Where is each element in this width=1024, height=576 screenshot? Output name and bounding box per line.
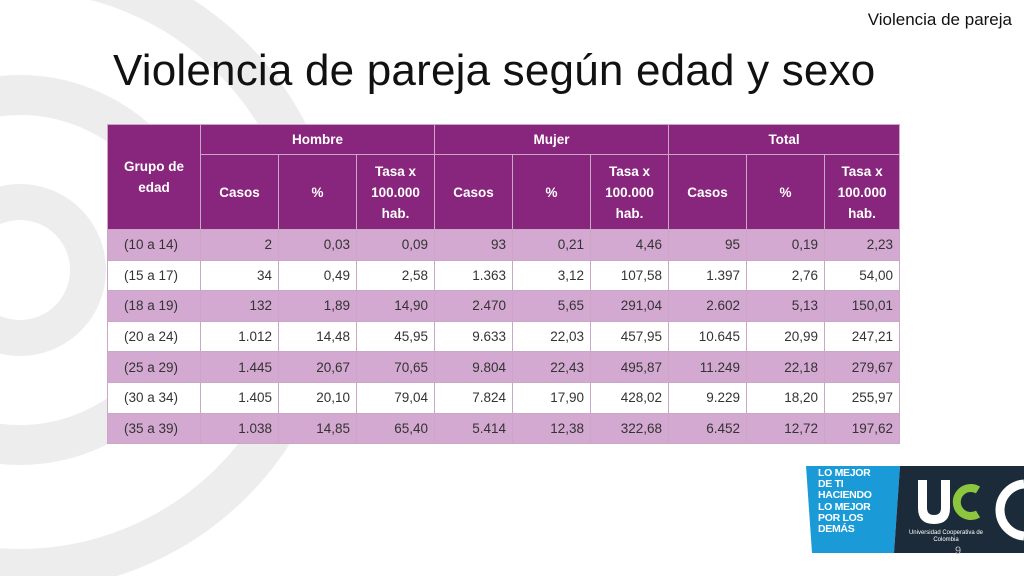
table-cell: 255,97 [824, 381, 901, 414]
table-cell: 2.602 [668, 290, 748, 322]
section-label: Violencia de pareja [867, 10, 1012, 29]
table-cell: 34 [200, 259, 279, 292]
table-row: (35 a 39) 1.038 14,85 65,40 5.414 12,38 … [107, 412, 901, 445]
table-cell: 9.804 [434, 351, 514, 383]
table-row: (18 a 19) 132 1,89 14,90 2.470 5,65 291,… [107, 290, 901, 322]
age-cell: (18 a 19) [107, 290, 201, 322]
table-cell: 1.038 [200, 412, 279, 445]
table-cell: 2.470 [434, 290, 514, 322]
table-cell: 10.645 [668, 320, 748, 353]
header-casos: Casos [668, 154, 748, 230]
table-cell: 150,01 [824, 290, 901, 322]
table-cell: 247,21 [824, 320, 901, 353]
table-cell: 14,90 [355, 290, 436, 322]
table-cell: 279,67 [824, 351, 901, 383]
table-cell: 5,13 [746, 290, 826, 322]
table-cell: 54,00 [824, 259, 901, 292]
table-row: (25 a 29) 1.445 20,67 70,65 9.804 22,43 … [107, 351, 901, 383]
table-cell: 0,03 [278, 229, 357, 261]
table-cell: 0,09 [355, 229, 436, 261]
table-cell: 22,43 [512, 351, 592, 383]
table-cell: 9.229 [668, 381, 748, 414]
table-cell: 0,21 [512, 229, 592, 261]
table-cell: 14,48 [278, 320, 357, 353]
table-cell: 322,68 [590, 412, 670, 445]
table-cell: 1.397 [668, 259, 748, 292]
table-cell: 2,58 [355, 259, 436, 292]
table-row: (20 a 24) 1.012 14,48 45,95 9.633 22,03 … [107, 320, 901, 353]
table-cell: 1.445 [200, 351, 279, 383]
header-tasa: Tasa x 100.000 hab. [590, 154, 670, 230]
header-tasa: Tasa x 100.000 hab. [355, 154, 436, 230]
table-cell: 2 [200, 229, 279, 261]
table-cell: 5.414 [434, 412, 514, 445]
age-cell: (20 a 24) [107, 320, 201, 353]
age-cell: (15 a 17) [107, 259, 201, 292]
table-cell: 0,19 [746, 229, 826, 261]
slide-title: Violencia de pareja según edad y sexo [113, 46, 876, 95]
age-cell: (35 a 39) [107, 412, 201, 445]
table-cell: 7.824 [434, 381, 514, 414]
table-row: (15 a 17) 34 0,49 2,58 1.363 3,12 107,58… [107, 259, 901, 292]
header-casos: Casos [434, 154, 514, 230]
table-cell: 4,46 [590, 229, 670, 261]
university-name: Universidad Cooperativa de Colombia [908, 530, 984, 543]
age-cell: (25 a 29) [107, 351, 201, 383]
table-cell: 14,85 [278, 412, 357, 445]
table-cell: 2,76 [746, 259, 826, 292]
table-cell: 1.405 [200, 381, 279, 414]
table-cell: 5,65 [512, 290, 592, 322]
table-cell: 11.249 [668, 351, 748, 383]
age-cell: (10 a 14) [107, 229, 201, 261]
table-cell: 95 [668, 229, 748, 261]
table-cell: 1.363 [434, 259, 514, 292]
table-cell: 1.012 [200, 320, 279, 353]
table-cell: 20,99 [746, 320, 826, 353]
data-table: Grupo de edad Hombre Mujer Total Casos %… [107, 124, 901, 445]
page-number: 9 [955, 545, 962, 557]
header-age-group: Grupo de edad [107, 124, 201, 230]
table-cell: 22,18 [746, 351, 826, 383]
table-row: (30 a 34) 1.405 20,10 79,04 7.824 17,90 … [107, 381, 901, 414]
table-cell: 291,04 [590, 290, 670, 322]
table-cell: 45,95 [355, 320, 436, 353]
table-cell: 2,23 [824, 229, 901, 261]
table-cell: 428,02 [590, 381, 670, 414]
table-cell: 17,90 [512, 381, 592, 414]
table-cell: 70,65 [355, 351, 436, 383]
table-cell: 132 [200, 290, 279, 322]
uc-logo-icon [918, 480, 981, 524]
table-cell: 93 [434, 229, 514, 261]
table-cell: 65,40 [355, 412, 436, 445]
slogan: LO MEJOR DE TI HACIENDO LO MEJOR POR LOS… [818, 467, 872, 536]
table-cell: 20,67 [278, 351, 357, 383]
header-percent: % [746, 154, 826, 230]
table-cell: 3,12 [512, 259, 592, 292]
table-cell: 197,62 [824, 412, 901, 445]
table-cell: 12,38 [512, 412, 592, 445]
table-cell: 1,89 [278, 290, 357, 322]
age-cell: (30 a 34) [107, 381, 201, 414]
table-cell: 0,49 [278, 259, 357, 292]
table-cell: 22,03 [512, 320, 592, 353]
header-percent: % [278, 154, 357, 230]
table-cell: 79,04 [355, 381, 436, 414]
table-cell: 495,87 [590, 351, 670, 383]
table-row: (10 a 14) 2 0,03 0,09 93 0,21 4,46 95 0,… [107, 229, 901, 261]
table-cell: 12,72 [746, 412, 826, 445]
university-logo-banner [806, 466, 1024, 553]
header-total: Total [668, 124, 901, 155]
table-cell: 20,10 [278, 381, 357, 414]
header-mujer: Mujer [434, 124, 670, 155]
table-cell: 6.452 [668, 412, 748, 445]
table-cell: 107,58 [590, 259, 670, 292]
header-percent: % [512, 154, 592, 230]
table-cell: 18,20 [746, 381, 826, 414]
table-cell: 457,95 [590, 320, 670, 353]
header-casos: Casos [200, 154, 279, 230]
header-hombre: Hombre [199, 124, 436, 155]
header-tasa: Tasa x 100.000 hab. [824, 154, 901, 230]
table-cell: 9.633 [434, 320, 514, 353]
